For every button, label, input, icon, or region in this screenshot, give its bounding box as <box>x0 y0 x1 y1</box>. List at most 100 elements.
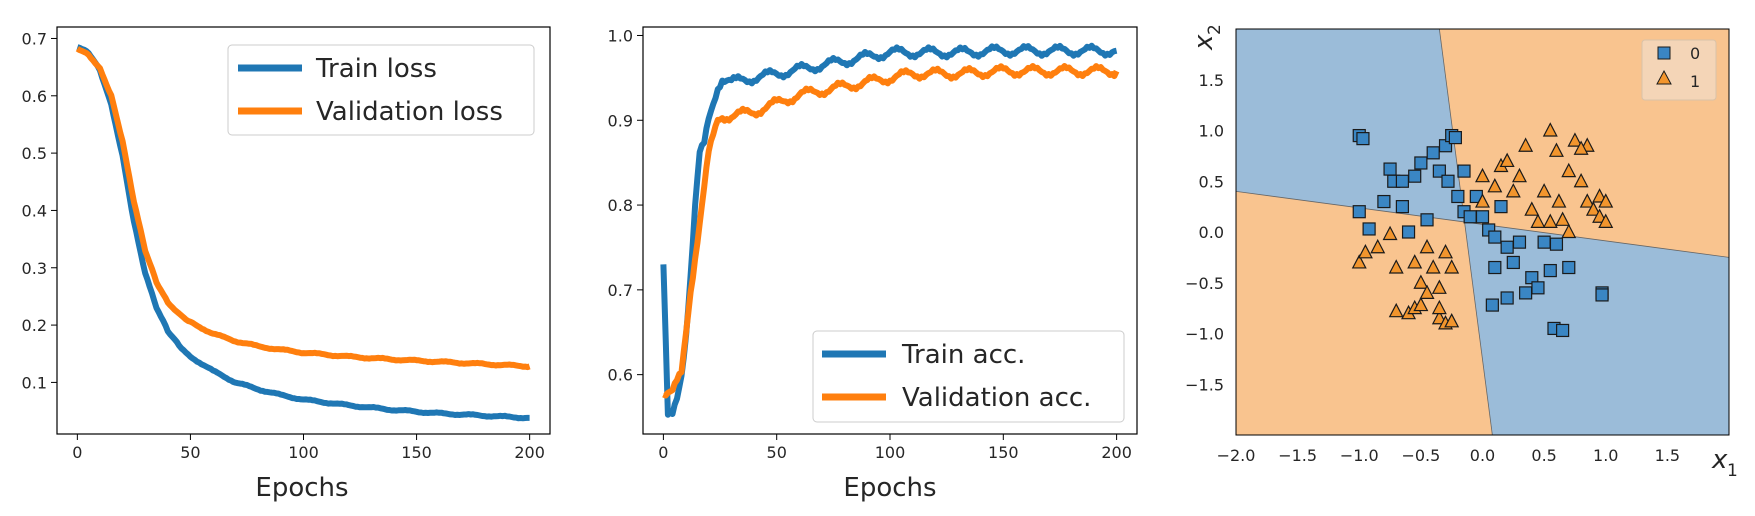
x-tick-label: 150 <box>401 443 432 462</box>
y-tick-label: 0.3 <box>22 259 47 278</box>
x-tick-label: −1.0 <box>1340 446 1379 465</box>
loss-legend: Train loss Validation loss <box>227 44 535 136</box>
class-1-point <box>1567 132 1583 147</box>
decision-plot-frame <box>1235 28 1730 436</box>
y-tick-label: 0.8 <box>608 196 633 215</box>
class-0-point <box>1488 260 1502 275</box>
accuracy-legend: Train acc. Validation acc. <box>812 330 1125 423</box>
class-0-point <box>1500 291 1514 305</box>
y-tick-label: −0.5 <box>1185 274 1224 293</box>
class-1-point <box>1388 259 1404 274</box>
class-1-point <box>1573 140 1589 155</box>
class-0-legend-label: 0 <box>1690 44 1700 63</box>
class-0-point <box>1408 169 1422 183</box>
class-0-point <box>1420 213 1434 227</box>
x2-axis-symbol: x <box>1189 34 1219 51</box>
class-0-point <box>1475 210 1490 224</box>
y-tick-label: 0.9 <box>608 111 633 130</box>
x-tick-label: 50 <box>180 443 200 462</box>
x-tick-label: 50 <box>767 443 787 462</box>
decision-x-axis-label: x 1 <box>1711 445 1738 481</box>
class-1-point <box>1524 201 1540 216</box>
y-tick-label: −1.5 <box>1185 375 1224 394</box>
x2-axis-subscript: 2 <box>1205 24 1225 35</box>
y-tick-label: 0.6 <box>608 366 633 385</box>
x-tick-label: 0 <box>658 443 668 462</box>
class-1-point <box>1388 302 1404 318</box>
y-tick-label: 0.0 <box>1199 223 1224 242</box>
class-1-point <box>1370 238 1386 254</box>
x-tick-label: 150 <box>988 443 1019 462</box>
class-1-point <box>1407 254 1423 269</box>
class-0-point <box>1537 235 1551 249</box>
accuracy-legend-box <box>812 330 1125 423</box>
class-1-point <box>1530 213 1546 228</box>
class-0-point <box>1500 240 1514 254</box>
class-0-point <box>1414 156 1428 170</box>
class-1-point <box>1425 259 1441 274</box>
class-1-point <box>1382 225 1398 241</box>
class-1-point <box>1419 238 1435 254</box>
train-acc-legend-label: Train acc. <box>901 340 1025 370</box>
y-tick-label: 0.7 <box>22 29 47 48</box>
class-0-point <box>1401 225 1416 239</box>
p2-series-line-1 <box>662 63 1120 399</box>
class-1-point <box>1431 299 1447 315</box>
class-1-point <box>1413 274 1429 289</box>
class-1-point <box>1592 188 1608 203</box>
y-tick-label: 0.7 <box>608 281 633 300</box>
class-0-point <box>1395 200 1409 214</box>
class-0-point <box>1488 230 1502 244</box>
class-1-point <box>1505 183 1521 198</box>
x-tick-label: −0.5 <box>1401 446 1440 465</box>
class-0-point <box>1441 174 1455 188</box>
class-1-point <box>1548 142 1564 157</box>
class-1-point <box>1357 243 1373 259</box>
class-1-point <box>1585 201 1601 216</box>
accuracy-x-axis-label: Epochs <box>843 473 936 503</box>
class-1-point <box>1542 213 1558 228</box>
class-0-point <box>1451 189 1465 204</box>
class-0-point <box>1395 174 1409 188</box>
class-1-point <box>1431 279 1447 294</box>
class-0-point <box>1543 263 1557 278</box>
class-0-point <box>1463 210 1477 224</box>
decision-legend-box <box>1641 39 1717 101</box>
x-tick-label: 1.5 <box>1655 446 1680 465</box>
loss-series-layer <box>75 44 531 422</box>
loss-chart: 0 50 100 150 200 0.1 0.2 0.3 0.4 0.5 0.6 0.7 Epochs… <box>22 26 551 503</box>
x-tick-label: 100 <box>875 443 906 462</box>
y-tick-label: 1.0 <box>1199 122 1224 141</box>
class-1-point <box>1573 172 1589 188</box>
class-1-point <box>1551 193 1567 208</box>
class-1-point <box>1561 162 1577 178</box>
loss-legend-box <box>227 44 535 136</box>
class-0-point <box>1426 146 1440 160</box>
train-loss-legend-label: Train loss <box>315 54 437 84</box>
y-tick-label: 0.1 <box>22 373 47 392</box>
accuracy-chart: 0 50 100 150 200 0.6 0.7 0.8 0.9 1.0 Epochs Train… <box>608 26 1138 503</box>
loss-tick-layer: 0 50 100 150 200 0.1 0.2 0.3 0.4 0.5 0.6 0.7 <box>22 29 545 462</box>
accuracy-tick-layer: 0 50 100 150 200 0.6 0.7 0.8 0.9 1.0 <box>608 26 1132 462</box>
x-tick-label: −2.0 <box>1217 446 1256 465</box>
y-tick-label: 0.5 <box>22 144 47 163</box>
class-0-point <box>1432 164 1446 178</box>
p2-series-line-0 <box>660 42 1118 418</box>
class-0-point <box>1549 237 1564 251</box>
class-0-point <box>1448 131 1462 145</box>
class-1-point <box>1555 211 1571 226</box>
class-0-point <box>1377 194 1391 209</box>
class-1-point <box>1438 243 1454 259</box>
x-tick-label: 0 <box>72 443 82 462</box>
class-1-point <box>1561 223 1577 239</box>
x-tick-label: 0.0 <box>1470 446 1495 465</box>
class-1-point <box>1598 193 1614 208</box>
class-1-point <box>1444 313 1460 328</box>
class-1-legend-marker <box>1656 69 1672 85</box>
y-tick-label: −1.0 <box>1185 325 1224 344</box>
class-0-point <box>1512 235 1527 249</box>
y-tick-label: 0.4 <box>22 201 47 220</box>
loss-x-axis-label: Epochs <box>255 473 348 503</box>
class-1-point <box>1413 296 1429 312</box>
